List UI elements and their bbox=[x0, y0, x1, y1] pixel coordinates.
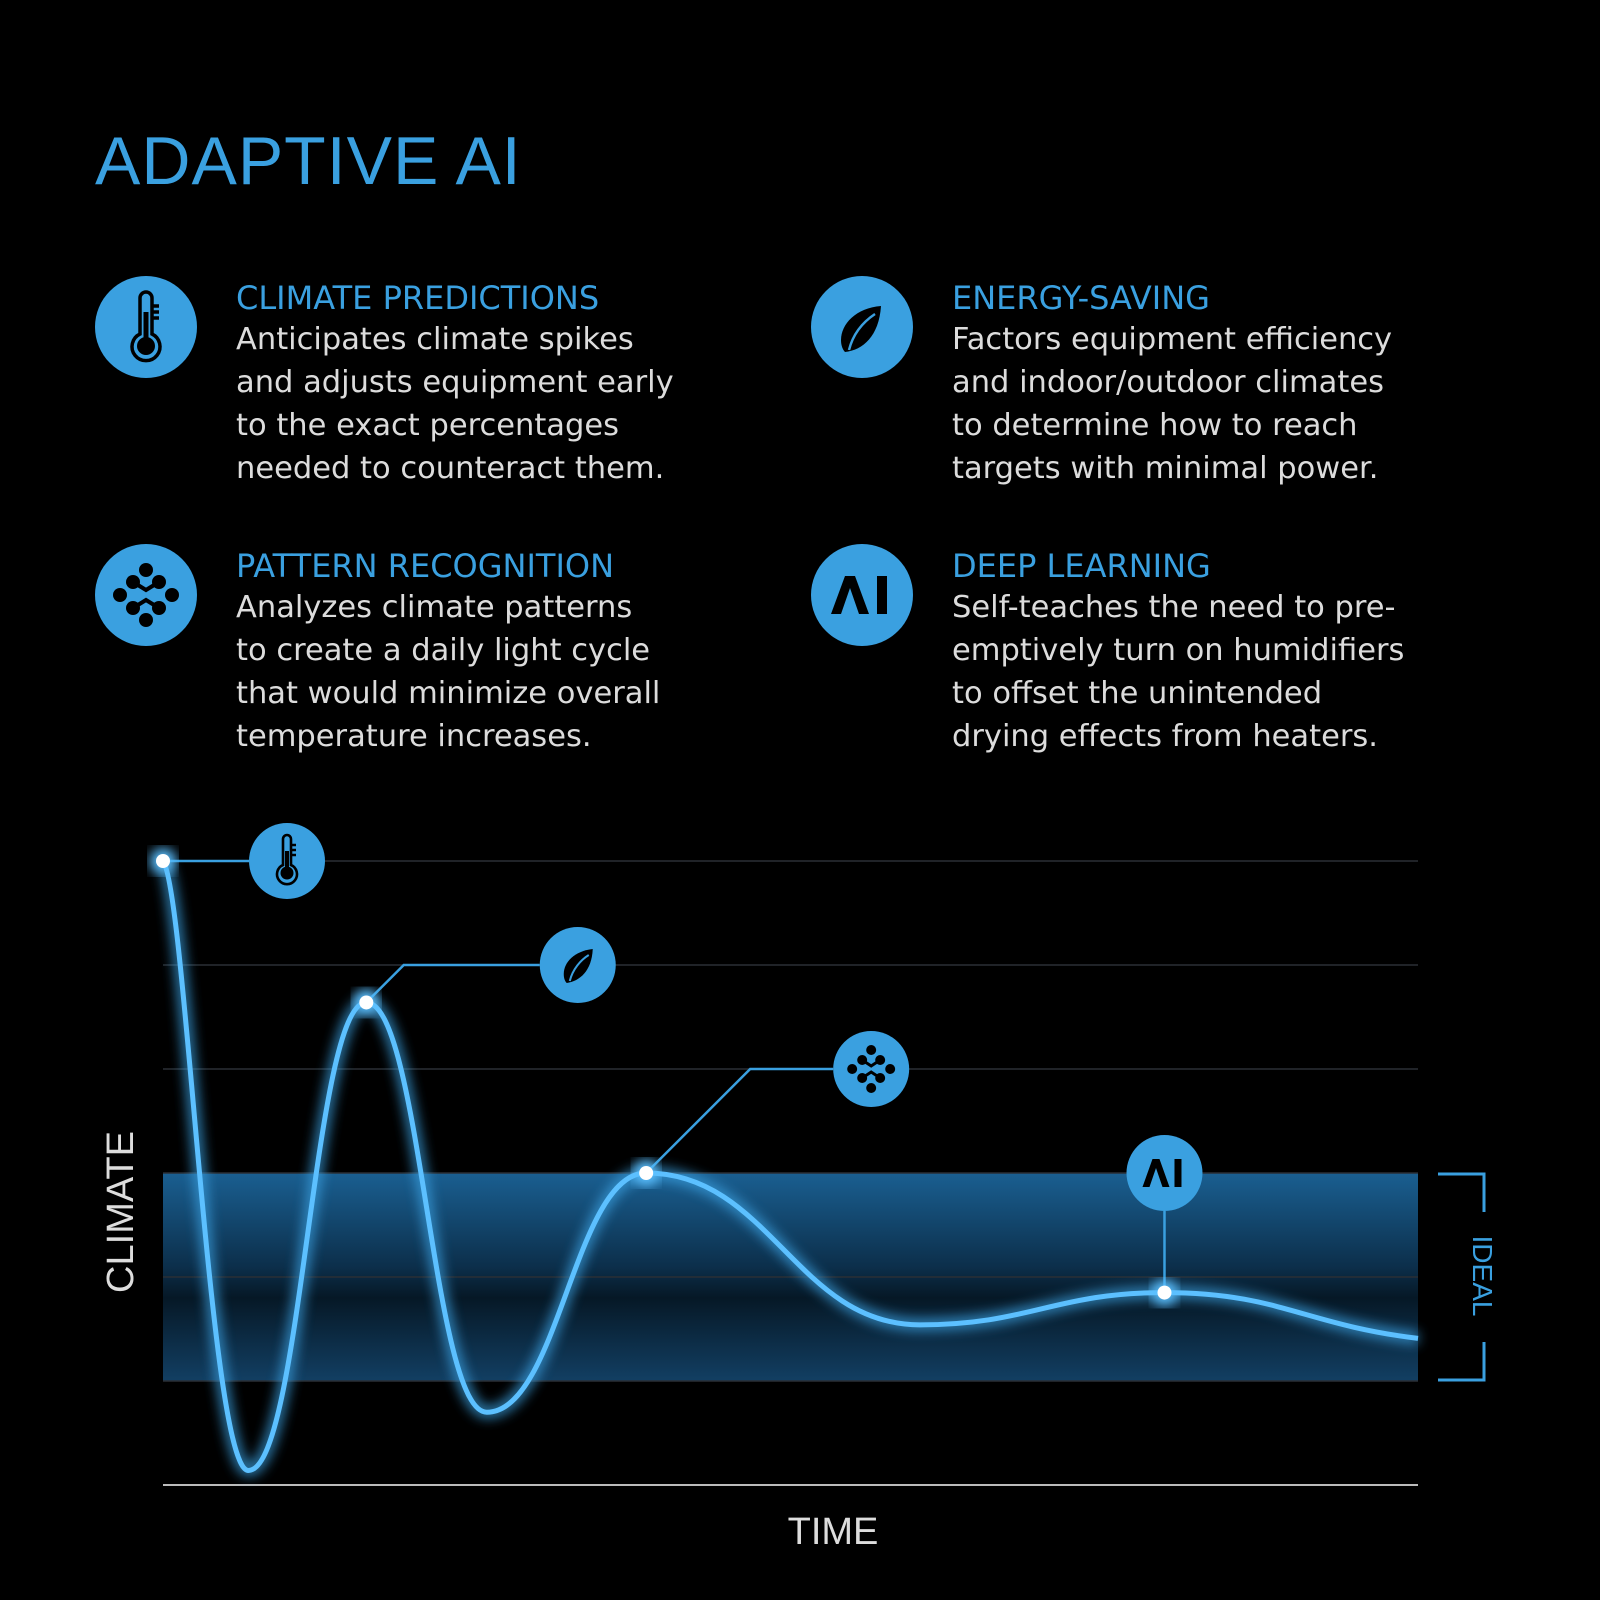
feature-heading: PATTERN RECOGNITION bbox=[236, 547, 615, 585]
feature-text-line: to the exact percentages bbox=[236, 408, 619, 443]
y-axis-label: CLIMATE bbox=[100, 1131, 142, 1293]
leaf-icon bbox=[811, 276, 913, 378]
feature-text-line: drying effects from heaters. bbox=[952, 719, 1378, 754]
ai-icon bbox=[1126, 1135, 1203, 1211]
feature-text-line: that would minimize overall bbox=[236, 676, 661, 711]
page-title: ADAPTIVE AI bbox=[95, 123, 522, 199]
feature-text-line: to offset the unintended bbox=[952, 676, 1323, 711]
feature-energy-saving: ENERGY-SAVING Factors equipment efficien… bbox=[811, 276, 1512, 490]
feature-text-line: and indoor/outdoor climates bbox=[952, 365, 1384, 400]
feature-text-line: Analyzes climate patterns bbox=[236, 590, 633, 625]
feature-deep-learning: DEEP LEARNING Self-teaches the need to p… bbox=[811, 544, 1512, 758]
ideal-bracket bbox=[1438, 1172, 1486, 1382]
feature-text-line: Self-teaches the need to pre- bbox=[952, 590, 1396, 625]
feature-text-line: Anticipates climate spikes bbox=[236, 322, 634, 357]
feature-text-line: emptively turn on humidifiers bbox=[952, 633, 1405, 668]
thermometer-icon bbox=[249, 823, 325, 899]
pattern-dots-icon bbox=[95, 544, 197, 646]
feature-text-line: and adjusts equipment early bbox=[236, 365, 674, 400]
data-point-marker bbox=[1157, 1285, 1172, 1300]
thermometer-icon bbox=[95, 276, 197, 378]
feature-text-line: to create a daily light cycle bbox=[236, 633, 651, 668]
data-point-marker bbox=[156, 854, 170, 868]
x-axis-label: TIME bbox=[788, 1511, 879, 1553]
pattern-dots-icon bbox=[833, 1031, 910, 1107]
feature-text-line: to determine how to reach bbox=[952, 408, 1358, 443]
feature-pattern-recognition: PATTERN RECOGNITION Analyzes climate pat… bbox=[95, 544, 796, 758]
feature-climate-predictions: CLIMATE PREDICTIONS Anticipates climate … bbox=[95, 276, 796, 490]
feature-text-line: Factors equipment efficiency bbox=[952, 322, 1393, 357]
feature-text-line: targets with minimal power. bbox=[952, 451, 1379, 486]
data-point-marker bbox=[639, 1166, 654, 1180]
ideal-band-label: IDEAL bbox=[1467, 1236, 1498, 1317]
climate-curve bbox=[160, 859, 1419, 1473]
feature-text-line: needed to counteract them. bbox=[236, 451, 665, 486]
data-point-marker bbox=[359, 995, 374, 1010]
callout-leader-line bbox=[645, 1067, 834, 1174]
feature-heading: ENERGY-SAVING bbox=[952, 279, 1210, 317]
ai-icon bbox=[811, 544, 913, 646]
feature-heading: DEEP LEARNING bbox=[952, 547, 1211, 585]
callout-leader-line bbox=[365, 963, 540, 1004]
feature-text-line: temperature increases. bbox=[236, 719, 592, 754]
feature-heading: CLIMATE PREDICTIONS bbox=[236, 279, 600, 317]
leaf-icon bbox=[539, 927, 616, 1003]
